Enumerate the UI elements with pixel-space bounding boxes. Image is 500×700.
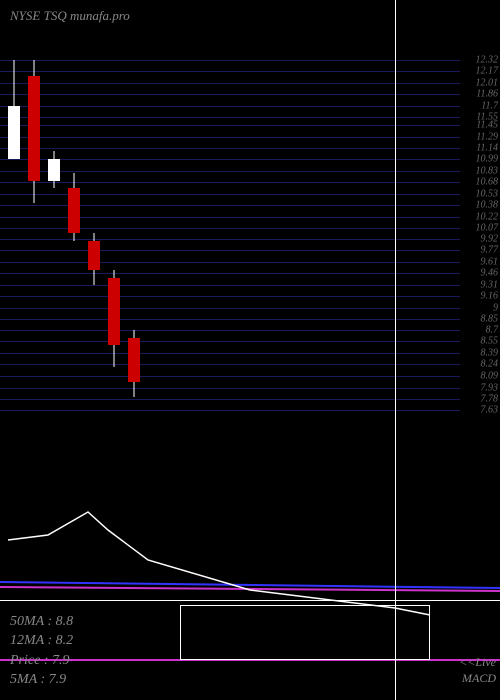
ma50-text: 50MA : 8.8 bbox=[10, 612, 73, 632]
crosshair-horizontal bbox=[0, 600, 500, 601]
indicator-panel[interactable] bbox=[0, 490, 500, 630]
highlight-box bbox=[180, 605, 430, 660]
live-label: <<Live bbox=[459, 655, 496, 670]
price-text: Price : 7.9 bbox=[10, 651, 73, 671]
macd-label: MACD bbox=[462, 671, 496, 686]
info-box: 50MA : 8.8 12MA : 8.2 Price : 7.9 5MA : … bbox=[10, 612, 73, 690]
chart-container: NYSE TSQ munafa.pro 12.3212.1712.0111.86… bbox=[0, 0, 500, 700]
ma5-text: 5MA : 7.9 bbox=[10, 670, 73, 690]
chart-header: NYSE TSQ munafa.pro bbox=[10, 8, 130, 24]
ma-lines-svg bbox=[0, 0, 500, 700]
crosshair-vertical bbox=[395, 0, 396, 700]
ma12-text: 12MA : 8.2 bbox=[10, 631, 73, 651]
